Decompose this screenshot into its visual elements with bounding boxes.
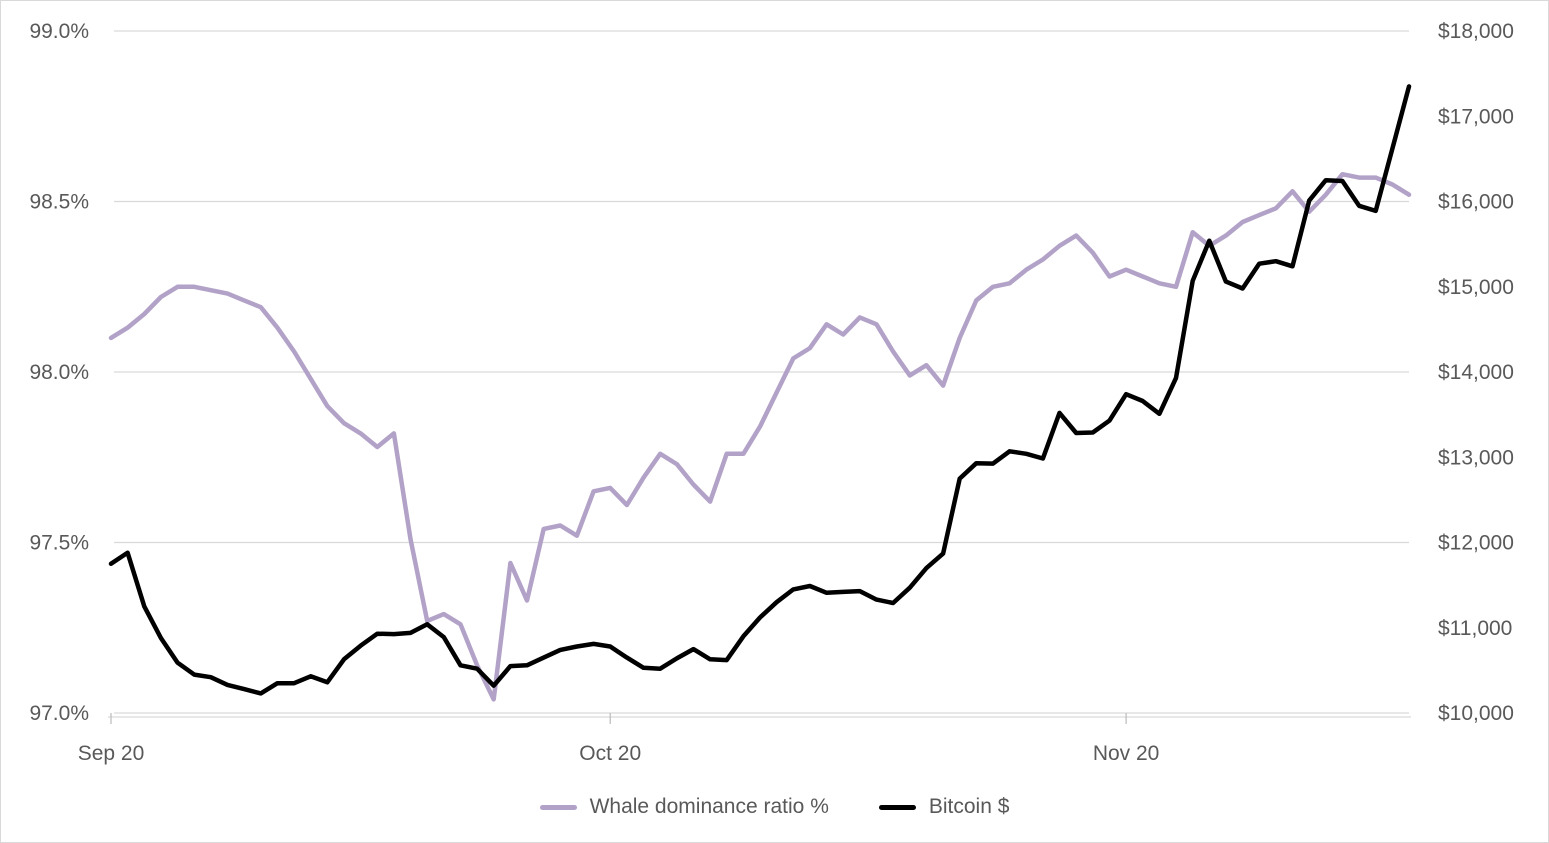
gridlines — [114, 30, 1409, 714]
y-axis-right-labels: $18,000 $17,000 $16,000 $15,000 $14,000 $13,0… — [1438, 20, 1514, 725]
y-axis-left-tick-label: 98.5% — [29, 191, 89, 214]
y-axis-right-tick-label: $14,000 — [1438, 361, 1514, 384]
y-axis-right-tick-label: $17,000 — [1438, 105, 1514, 128]
y-axis-right-tick-label: $18,000 — [1438, 20, 1514, 43]
x-axis-tick-label: Sep 20 — [78, 742, 145, 765]
y-axis-left-labels: 99.0% 98.5% 98.0% 97.5% 97.0% — [29, 20, 89, 725]
whale-line-swatch — [539, 804, 577, 810]
legend-label-whale: Whale dominance ratio % — [589, 795, 829, 818]
y-axis-left-tick-label: 98.0% — [29, 361, 89, 384]
bitcoin-line-swatch — [878, 804, 916, 810]
y-axis-right-tick-label: $12,000 — [1438, 532, 1514, 555]
y-axis-right-tick-label: $16,000 — [1438, 191, 1514, 214]
axis-lines — [108, 713, 1411, 724]
x-axis-tick-label: Oct 20 — [579, 742, 641, 765]
legend-item-whale[interactable]: Whale dominance ratio % — [539, 795, 829, 819]
y-axis-right-tick-label: $15,000 — [1438, 276, 1514, 299]
y-axis-right-tick-label: $10,000 — [1438, 702, 1514, 725]
bitcoin-price-line — [108, 84, 1412, 696]
legend: Whale dominance ratio % Bitcoin $ — [1, 789, 1548, 825]
x-axis-tick-label: Nov 20 — [1093, 742, 1160, 765]
y-axis-left-tick-label: 97.0% — [29, 702, 89, 725]
y-axis-right-tick-label: $13,000 — [1438, 446, 1514, 469]
series-lines — [108, 84, 1412, 702]
x-axis-labels: Sep 20 Oct 20 Nov 20 — [78, 742, 1160, 765]
y-axis-right-tick-label: $11,000 — [1438, 617, 1512, 640]
legend-item-bitcoin[interactable]: Bitcoin $ — [878, 795, 1010, 819]
y-axis-left-tick-label: 97.5% — [29, 532, 89, 555]
whale-dominance-line — [108, 171, 1412, 702]
y-axis-left-tick-label: 99.0% — [29, 20, 89, 43]
legend-label-bitcoin: Bitcoin $ — [928, 795, 1010, 818]
